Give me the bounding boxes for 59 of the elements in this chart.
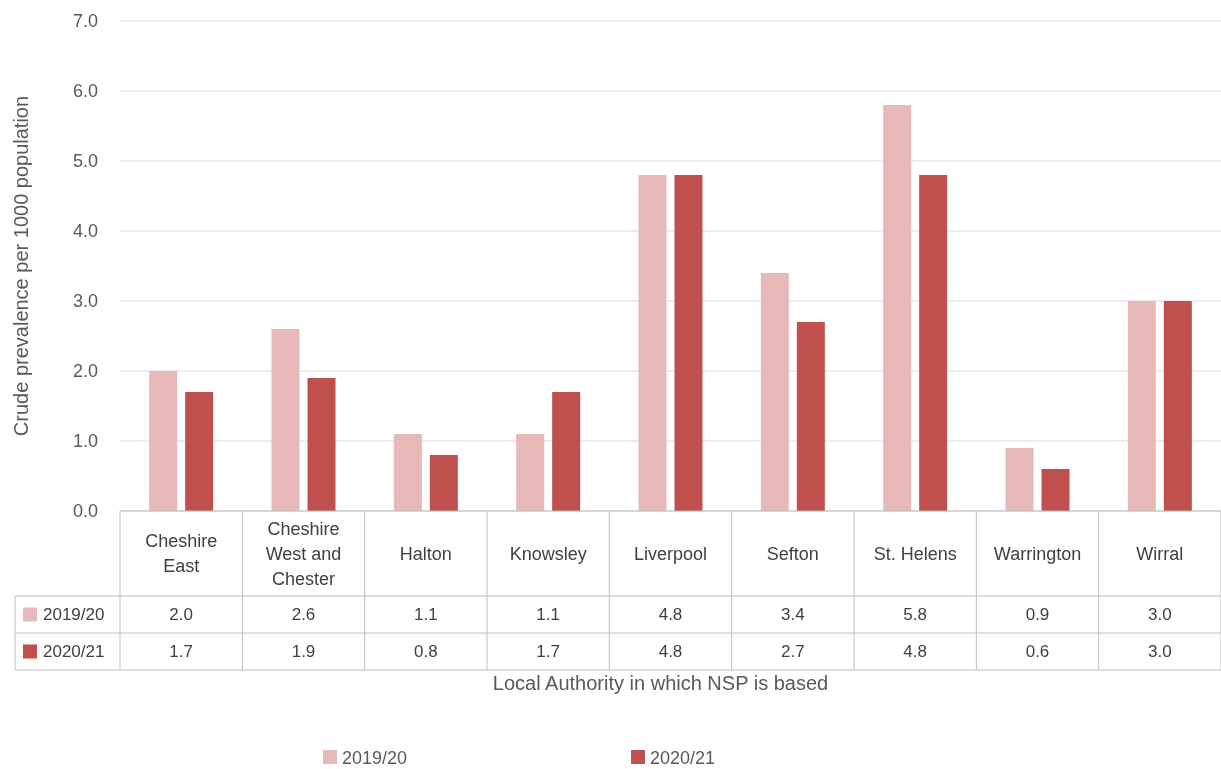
y-tick-label: 0.0 <box>72 501 98 522</box>
legend-label: 2019/20 <box>43 605 105 625</box>
y-tick-label: 4.0 <box>72 221 98 242</box>
x-tick-label: Wirral <box>1136 543 1184 564</box>
x-tick-label: Halton <box>399 543 452 564</box>
data-label: 4.8 <box>658 642 683 662</box>
bar <box>919 175 948 511</box>
data-label: 1.1 <box>536 605 560 625</box>
bar <box>1127 301 1156 511</box>
bar <box>760 273 789 511</box>
data-label: 3.0 <box>1148 642 1172 662</box>
data-label: 2.0 <box>169 605 193 625</box>
data-label: 2.6 <box>291 605 316 625</box>
x-tick-label: Warrington <box>993 543 1082 564</box>
x-tick-label: Cheshire East <box>145 531 218 577</box>
bar <box>883 105 912 511</box>
bar <box>185 392 214 511</box>
bar <box>638 175 667 511</box>
data-label: 5.8 <box>903 605 927 625</box>
data-label: 1.7 <box>169 642 193 662</box>
data-label: 0.9 <box>1025 605 1050 625</box>
bar <box>1005 448 1034 511</box>
bar <box>674 175 703 511</box>
bar <box>552 392 581 511</box>
bar <box>393 434 422 511</box>
bar <box>149 371 178 511</box>
x-tick-label: Liverpool <box>633 543 708 564</box>
data-label: 3.0 <box>1148 605 1172 625</box>
y-axis-title: Crude prevalence per 1000 population <box>10 95 32 437</box>
y-tick-label: 2.0 <box>72 361 98 382</box>
y-tick-label: 7.0 <box>72 11 98 32</box>
text: 2019/20 <box>342 748 408 769</box>
x-tick-label: Cheshire West and Chester <box>265 518 342 589</box>
bar <box>1041 469 1070 511</box>
data-label: 4.8 <box>658 605 683 625</box>
x-axis-title: Local Authority in which NSP is based <box>492 672 829 694</box>
y-tick-label: 1.0 <box>72 431 98 452</box>
text: 2020/21 <box>650 748 716 769</box>
data-label: 3.4 <box>781 605 805 625</box>
x-tick-label: Sefton <box>766 543 819 564</box>
bar <box>516 434 545 511</box>
data-label: 0.6 <box>1025 642 1050 662</box>
bar <box>1163 301 1192 511</box>
data-label: 1.7 <box>536 642 560 662</box>
data-label: 0.8 <box>414 642 438 662</box>
legend-label: 2020/21 <box>43 642 105 662</box>
y-tick-label: 5.0 <box>72 151 98 172</box>
bar <box>307 378 336 511</box>
y-tick-label: 6.0 <box>72 81 98 102</box>
bar <box>271 329 300 511</box>
data-label: 1.9 <box>291 642 316 662</box>
data-label: 4.8 <box>903 642 927 662</box>
data-label: 2.7 <box>781 642 805 662</box>
data-label: 1.1 <box>414 605 438 625</box>
x-tick-label: St. Helens <box>873 543 957 564</box>
x-tick-label: Knowsley <box>509 543 587 564</box>
bar <box>796 322 825 511</box>
bar <box>429 455 458 511</box>
y-tick-label: 3.0 <box>72 291 98 312</box>
